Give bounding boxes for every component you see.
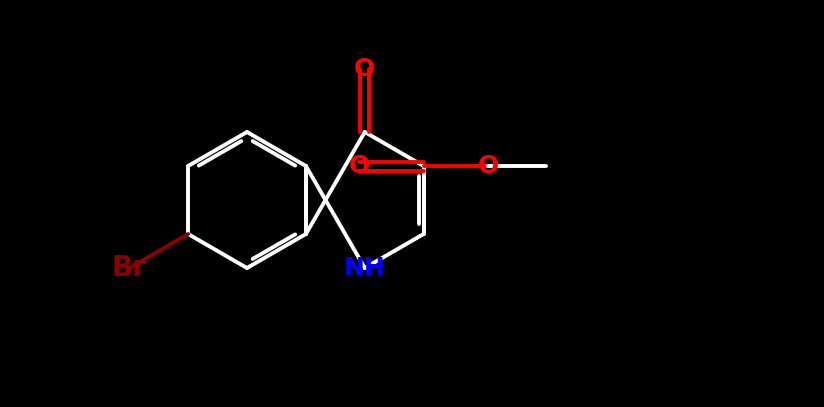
- Text: O: O: [478, 154, 499, 178]
- Text: O: O: [354, 57, 376, 81]
- Text: Br: Br: [112, 254, 147, 282]
- Text: NH: NH: [344, 256, 386, 280]
- Text: O: O: [349, 154, 370, 178]
